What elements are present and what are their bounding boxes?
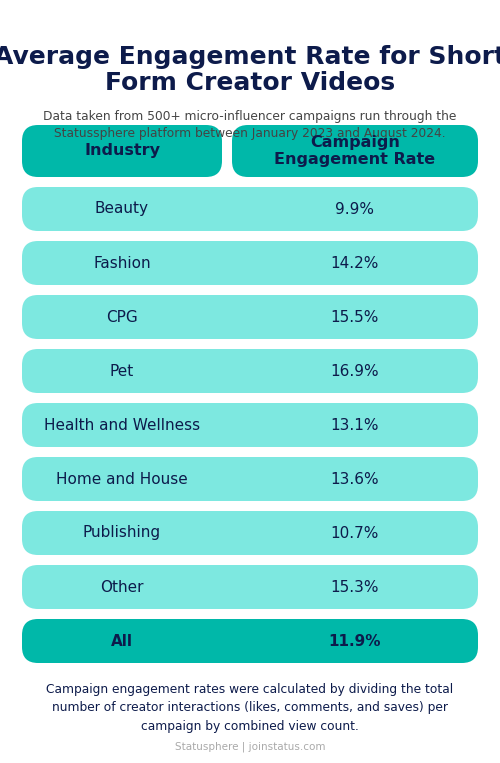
Text: CPG: CPG <box>106 310 138 324</box>
Text: 13.6%: 13.6% <box>330 472 380 487</box>
Text: 15.3%: 15.3% <box>331 580 380 594</box>
Text: Home and House: Home and House <box>56 472 188 487</box>
FancyBboxPatch shape <box>232 125 478 177</box>
Text: Fashion: Fashion <box>93 256 151 271</box>
Text: Health and Wellness: Health and Wellness <box>44 417 200 433</box>
Text: Pet: Pet <box>110 363 134 378</box>
Text: Statusphere | joinstatus.com: Statusphere | joinstatus.com <box>175 741 325 752</box>
Text: 13.1%: 13.1% <box>331 417 380 433</box>
Text: Beauty: Beauty <box>95 201 149 217</box>
Text: 11.9%: 11.9% <box>329 633 382 649</box>
FancyBboxPatch shape <box>22 511 478 555</box>
FancyBboxPatch shape <box>22 125 222 177</box>
Text: Campaign
Engagement Rate: Campaign Engagement Rate <box>274 135 436 167</box>
Text: Data taken from 500+ micro-influencer campaigns run through the
Statussphere pla: Data taken from 500+ micro-influencer ca… <box>44 110 457 140</box>
Text: 9.9%: 9.9% <box>336 201 374 217</box>
FancyBboxPatch shape <box>22 295 478 339</box>
FancyBboxPatch shape <box>22 403 478 447</box>
Text: Other: Other <box>100 580 144 594</box>
Text: All: All <box>111 633 133 649</box>
Text: 16.9%: 16.9% <box>330 363 380 378</box>
Text: 14.2%: 14.2% <box>331 256 379 271</box>
Text: Publishing: Publishing <box>83 526 161 540</box>
Text: Average Engagement Rate for Short
Form Creator Videos: Average Engagement Rate for Short Form C… <box>0 44 500 95</box>
FancyBboxPatch shape <box>22 619 478 663</box>
FancyBboxPatch shape <box>22 565 478 609</box>
FancyBboxPatch shape <box>22 241 478 285</box>
FancyBboxPatch shape <box>22 457 478 501</box>
Text: 15.5%: 15.5% <box>331 310 379 324</box>
FancyBboxPatch shape <box>22 187 478 231</box>
Text: Industry: Industry <box>84 143 160 159</box>
Text: 10.7%: 10.7% <box>331 526 379 540</box>
FancyBboxPatch shape <box>22 349 478 393</box>
Text: Campaign engagement rates were calculated by dividing the total
number of creato: Campaign engagement rates were calculate… <box>46 683 454 733</box>
